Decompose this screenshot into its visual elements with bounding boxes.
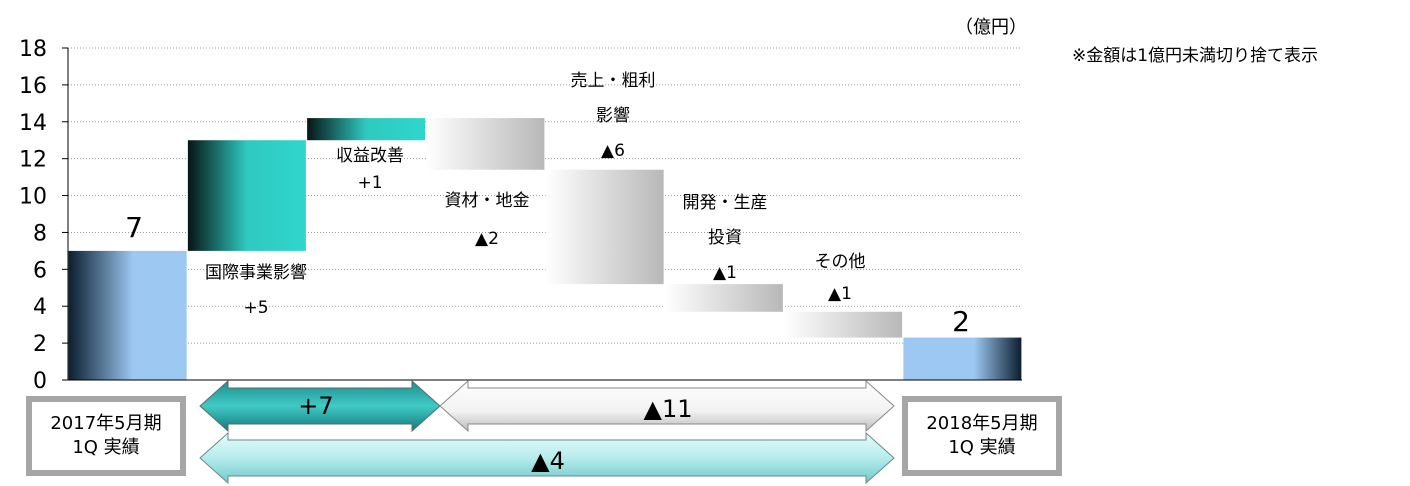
net-change-arrow [199, 431, 895, 485]
y-tick-label: 4 [33, 295, 47, 320]
y-tick-label: 18 [19, 37, 47, 62]
box-end-period: 2018年5月期 1Q 実績 [902, 396, 1062, 476]
waterfall-bar [426, 118, 545, 170]
annotation-international: 国際事業影響 +5 [205, 263, 307, 318]
unit-label: （億円） [955, 17, 1027, 38]
increase-total-label: +7 [298, 392, 334, 420]
waterfall-bar [545, 169, 664, 285]
net-change-label: ▲4 [531, 447, 565, 475]
y-tick-label: 16 [19, 74, 47, 99]
annotation-materials: 資材・地金 ▲2 [444, 191, 530, 249]
waterfall-bar [307, 118, 426, 141]
annotation-profit-improvement: 収益改善 +1 [336, 146, 404, 193]
annotation-sales-margin: 売上・粗利 影響 ▲6 [570, 71, 656, 161]
y-tick-label: 0 [33, 369, 47, 394]
y-tick-label: 8 [33, 221, 47, 246]
rounding-note: ※金額は1億円未満切り捨て表示 [1072, 46, 1319, 66]
waterfall-bar [187, 140, 306, 251]
waterfall-bar [784, 311, 903, 338]
decrease-total-label: ▲11 [643, 395, 693, 423]
annotation-dev-investment: 開発・生産 投資 ▲1 [682, 193, 768, 283]
annotation-other: その他 ▲1 [814, 252, 866, 304]
y-tick-label: 14 [19, 111, 47, 136]
total-value-start: 7 [125, 211, 143, 244]
waterfall-bar [903, 337, 1022, 380]
box-start-period: 2017年5月期 1Q 実績 [26, 396, 186, 476]
y-tick-label: 2 [33, 332, 47, 357]
y-tick-label: 12 [19, 148, 47, 173]
waterfall-bar [664, 284, 783, 312]
decrease-arrow [439, 379, 895, 433]
total-value-end: 2 [952, 305, 970, 338]
y-tick-label: 10 [19, 185, 47, 210]
waterfall-bar [68, 250, 187, 380]
y-tick-label: 6 [33, 258, 47, 283]
